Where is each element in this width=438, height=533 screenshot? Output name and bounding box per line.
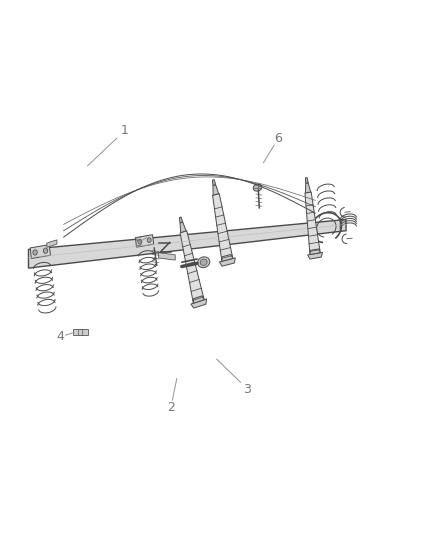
Polygon shape (180, 217, 183, 223)
Polygon shape (47, 240, 57, 247)
Polygon shape (193, 296, 204, 303)
Polygon shape (306, 177, 308, 183)
Ellipse shape (198, 257, 210, 268)
Text: 2: 2 (167, 401, 175, 414)
Polygon shape (305, 192, 321, 257)
Text: 6: 6 (274, 132, 282, 145)
Polygon shape (30, 245, 50, 259)
Polygon shape (305, 183, 311, 193)
Text: 4: 4 (57, 330, 64, 343)
Circle shape (138, 239, 142, 244)
Text: 5: 5 (135, 236, 143, 249)
Circle shape (33, 250, 37, 255)
Text: 3: 3 (244, 383, 251, 395)
Polygon shape (180, 222, 186, 232)
Polygon shape (213, 185, 219, 195)
Polygon shape (159, 253, 175, 260)
Ellipse shape (253, 184, 262, 191)
Polygon shape (212, 180, 215, 185)
Polygon shape (212, 193, 233, 264)
Circle shape (43, 248, 48, 253)
Polygon shape (28, 220, 346, 268)
Polygon shape (307, 252, 322, 259)
Text: 1: 1 (121, 124, 129, 137)
Polygon shape (180, 231, 205, 305)
Polygon shape (135, 235, 154, 247)
Polygon shape (219, 258, 235, 266)
Circle shape (147, 238, 151, 243)
Polygon shape (222, 254, 233, 261)
Ellipse shape (200, 259, 207, 265)
Polygon shape (73, 329, 88, 335)
Polygon shape (191, 299, 207, 308)
Polygon shape (310, 249, 320, 254)
